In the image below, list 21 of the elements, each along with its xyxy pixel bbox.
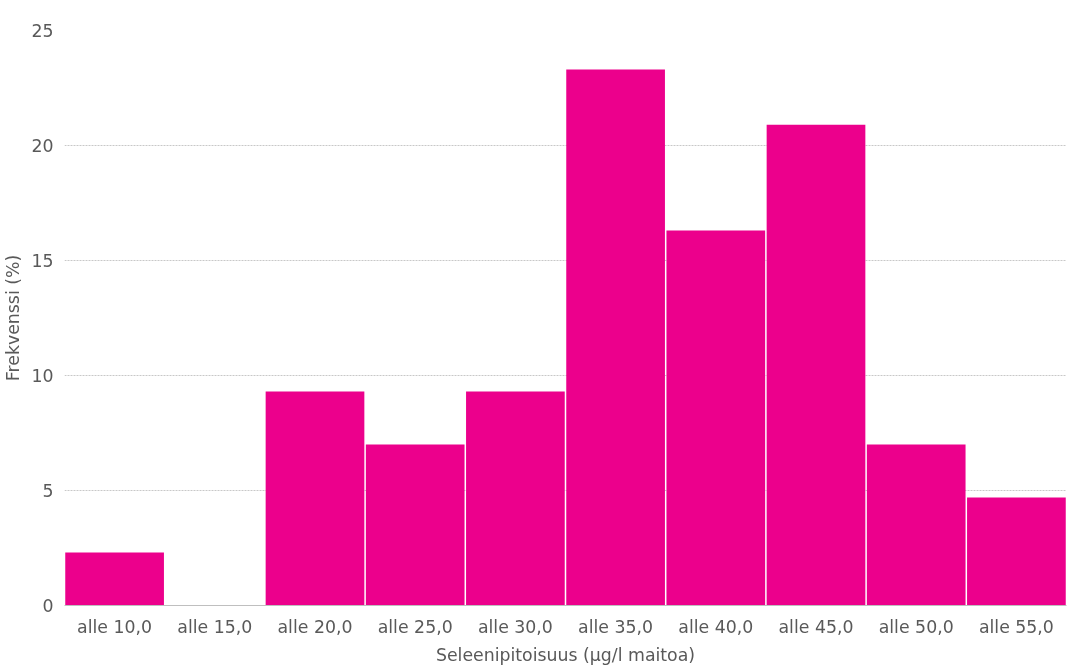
bar	[265, 391, 365, 606]
x-tick-label: alle 55,0	[978, 616, 1054, 637]
y-tick-label: 0	[42, 596, 54, 616]
x-tick-label: alle 50,0	[878, 616, 954, 637]
x-tick-label: alle 40,0	[678, 616, 754, 637]
y-tick-label: 15	[31, 251, 54, 271]
x-tick-label: alle 30,0	[477, 616, 553, 637]
x-axis-title: Seleenipitoisuus (µg/l maitoa)	[435, 644, 696, 665]
x-tick-label: alle 10,0	[77, 616, 153, 637]
y-axis-title: Frekvenssi (%)	[3, 254, 24, 382]
x-tick-label: alle 20,0	[277, 616, 353, 637]
bar	[766, 124, 866, 606]
y-tick-label: 25	[31, 21, 54, 41]
y-tick-label: 5	[42, 481, 54, 501]
x-tick-label: alle 45,0	[778, 616, 854, 637]
x-tick-label: alle 25,0	[377, 616, 453, 637]
y-tick-label: 20	[31, 136, 54, 156]
bar	[65, 552, 164, 606]
x-tick-label: alle 35,0	[578, 616, 654, 637]
y-tick-label: 10	[31, 366, 54, 386]
x-tick-label: alle 15,0	[177, 616, 253, 637]
